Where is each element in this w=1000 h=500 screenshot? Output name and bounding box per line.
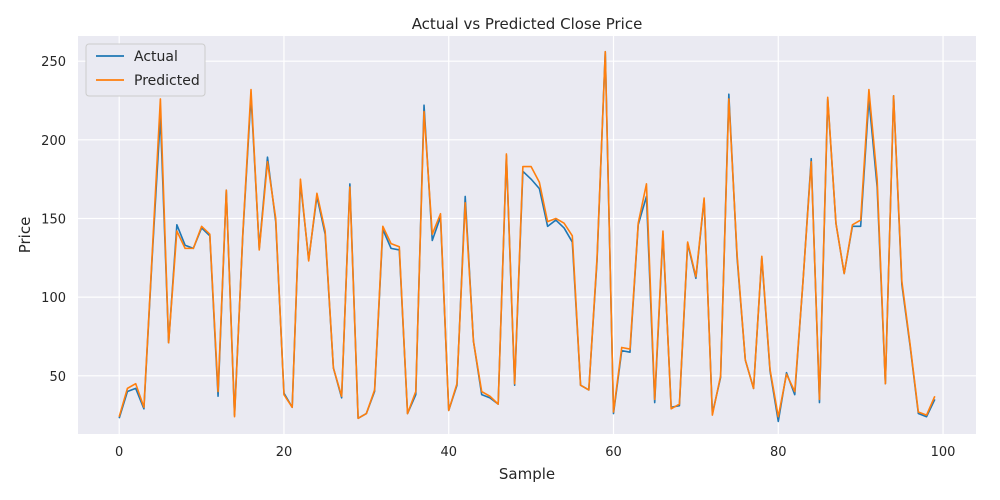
y-tick-label: 100 — [41, 291, 66, 306]
y-tick-label: 150 — [41, 212, 66, 227]
x-tick-label: 80 — [770, 445, 787, 460]
x-tick-labels: 0 20 40 60 80 100 — [115, 445, 955, 460]
legend-label-predicted: Predicted — [134, 73, 200, 89]
series-layer — [118, 50, 936, 423]
y-tick-labels: 50 100 150 200 250 — [41, 55, 66, 385]
x-axis-label: Sample — [499, 465, 555, 483]
legend-box — [85, 43, 206, 97]
y-axis-label: Price — [16, 217, 34, 254]
x-tick-label: 20 — [276, 445, 293, 460]
series-line-predicted — [118, 50, 936, 420]
y-tick-label: 50 — [49, 370, 66, 385]
x-tick-label: 40 — [440, 445, 457, 460]
x-tick-label: 100 — [931, 445, 956, 460]
legend-label-actual: Actual — [134, 49, 178, 65]
chart-title: Actual vs Predicted Close Price — [412, 15, 643, 33]
y-tick-label: 250 — [41, 55, 66, 70]
x-tick-label: 60 — [605, 445, 622, 460]
y-tick-label: 200 — [41, 134, 66, 149]
plot-area — [78, 36, 976, 434]
legend: Actual Predicted — [85, 43, 206, 97]
x-tick-label: 0 — [115, 445, 123, 460]
